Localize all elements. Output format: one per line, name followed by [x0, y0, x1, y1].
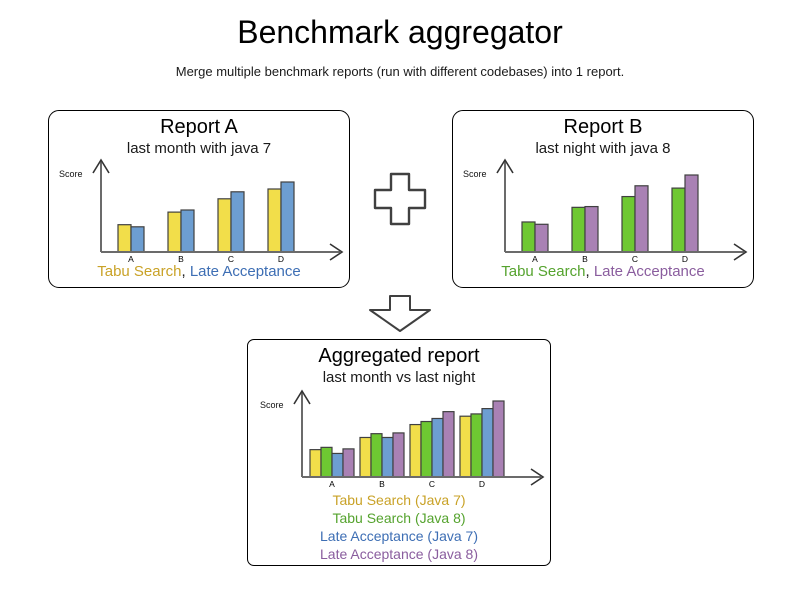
svg-text:C: C — [429, 479, 435, 489]
svg-text:A: A — [329, 479, 335, 489]
svg-text:B: B — [178, 254, 184, 264]
svg-text:D: D — [682, 254, 688, 264]
legend-label-tabu-search: Tabu Search — [97, 263, 182, 280]
report-a-bar-chart: A B C D Score — [59, 158, 344, 264]
report-b-title: Report B — [563, 116, 643, 138]
report-a-title: Report A — [160, 116, 238, 138]
aggregated-report-title: Aggregated report — [318, 345, 480, 367]
svg-text:Score: Score — [260, 400, 284, 410]
svg-text:Score: Score — [59, 169, 83, 179]
legend-label-late-acceptance: Late Acceptance — [189, 263, 301, 280]
svg-text:D: D — [479, 479, 485, 489]
legend-label-tabu-search-java7: Tabu Search (Java 7) — [332, 492, 466, 508]
aggregated-report-panel: Aggregated report last month vs last nig… — [247, 339, 551, 566]
legend-label-late-acceptance-java8: Late Acceptance (Java 8) — [320, 546, 478, 562]
report-b-subtitle: last night with java 8 — [535, 140, 671, 157]
legend-separator: , — [181, 263, 186, 280]
svg-text:B: B — [379, 479, 385, 489]
legend-label-tabu-search: Tabu Search — [501, 263, 586, 280]
aggregated-legend: Tabu Search (Java 7) Tabu Search (Java 8… — [248, 491, 550, 563]
page-title: Benchmark aggregator — [237, 14, 563, 50]
legend-label-tabu-search-java8: Tabu Search (Java 8) — [332, 510, 466, 526]
svg-text:A: A — [532, 254, 538, 264]
legend-label-late-acceptance-java7: Late Acceptance (Java 7) — [320, 528, 478, 544]
legend-label-late-acceptance: Late Acceptance — [593, 263, 705, 280]
plus-icon — [373, 172, 427, 226]
report-a-subtitle: last month with java 7 — [126, 140, 272, 157]
down-arrow-icon — [369, 295, 431, 332]
report-a-panel: Report A last month with java 7 A B C D Scor… — [48, 110, 350, 288]
svg-text:B: B — [582, 254, 588, 264]
legend-separator: , — [585, 263, 590, 280]
svg-text:C: C — [228, 254, 234, 264]
aggregated-bar-chart: A B C D Score — [260, 389, 545, 489]
page-subtitle: Merge multiple benchmark reports (run wi… — [175, 64, 625, 79]
report-a-legend: Tabu Search, Late Acceptance — [49, 263, 349, 280]
aggregated-report-subtitle: last month vs last night — [322, 369, 476, 386]
report-b-bar-chart: A B C D Score — [463, 158, 748, 264]
svg-text:A: A — [128, 254, 134, 264]
report-b-legend: Tabu Search, Late Acceptance — [453, 263, 753, 280]
svg-text:D: D — [278, 254, 284, 264]
report-b-panel: Report B last night with java 8 A B C D Scor… — [452, 110, 754, 288]
svg-text:Score: Score — [463, 169, 487, 179]
svg-text:C: C — [632, 254, 638, 264]
